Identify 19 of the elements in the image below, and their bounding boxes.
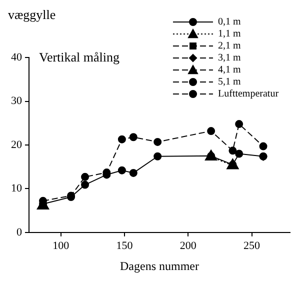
- legend-label: 2,1 m: [218, 40, 241, 52]
- y-tick-label: 30: [11, 95, 22, 108]
- chart-subtitle: Vertikal måling: [39, 50, 120, 65]
- legend-label: 1,1 m: [218, 28, 241, 40]
- chart-title: væggylle: [8, 7, 56, 22]
- x-tick-label: 200: [180, 240, 197, 252]
- legend-label: Lufttemperatur: [218, 88, 280, 100]
- legend-label: 4,1 m: [218, 64, 241, 76]
- y-tick-label: 20: [11, 138, 22, 151]
- legend-label: 0,1 m: [218, 16, 241, 28]
- x-axis-title: Dagens nummer: [120, 258, 199, 273]
- legend-label: 5,1 m: [218, 76, 241, 88]
- x-tick-label: 250: [244, 240, 261, 252]
- x-tick-label: 100: [52, 240, 70, 252]
- y-tick-label: 10: [11, 182, 22, 195]
- legend-label: 3,1 m: [218, 52, 241, 64]
- y-tick-label: 40: [11, 51, 22, 64]
- y-tick-label: 0: [16, 226, 22, 238]
- x-tick-label: 150: [116, 240, 134, 252]
